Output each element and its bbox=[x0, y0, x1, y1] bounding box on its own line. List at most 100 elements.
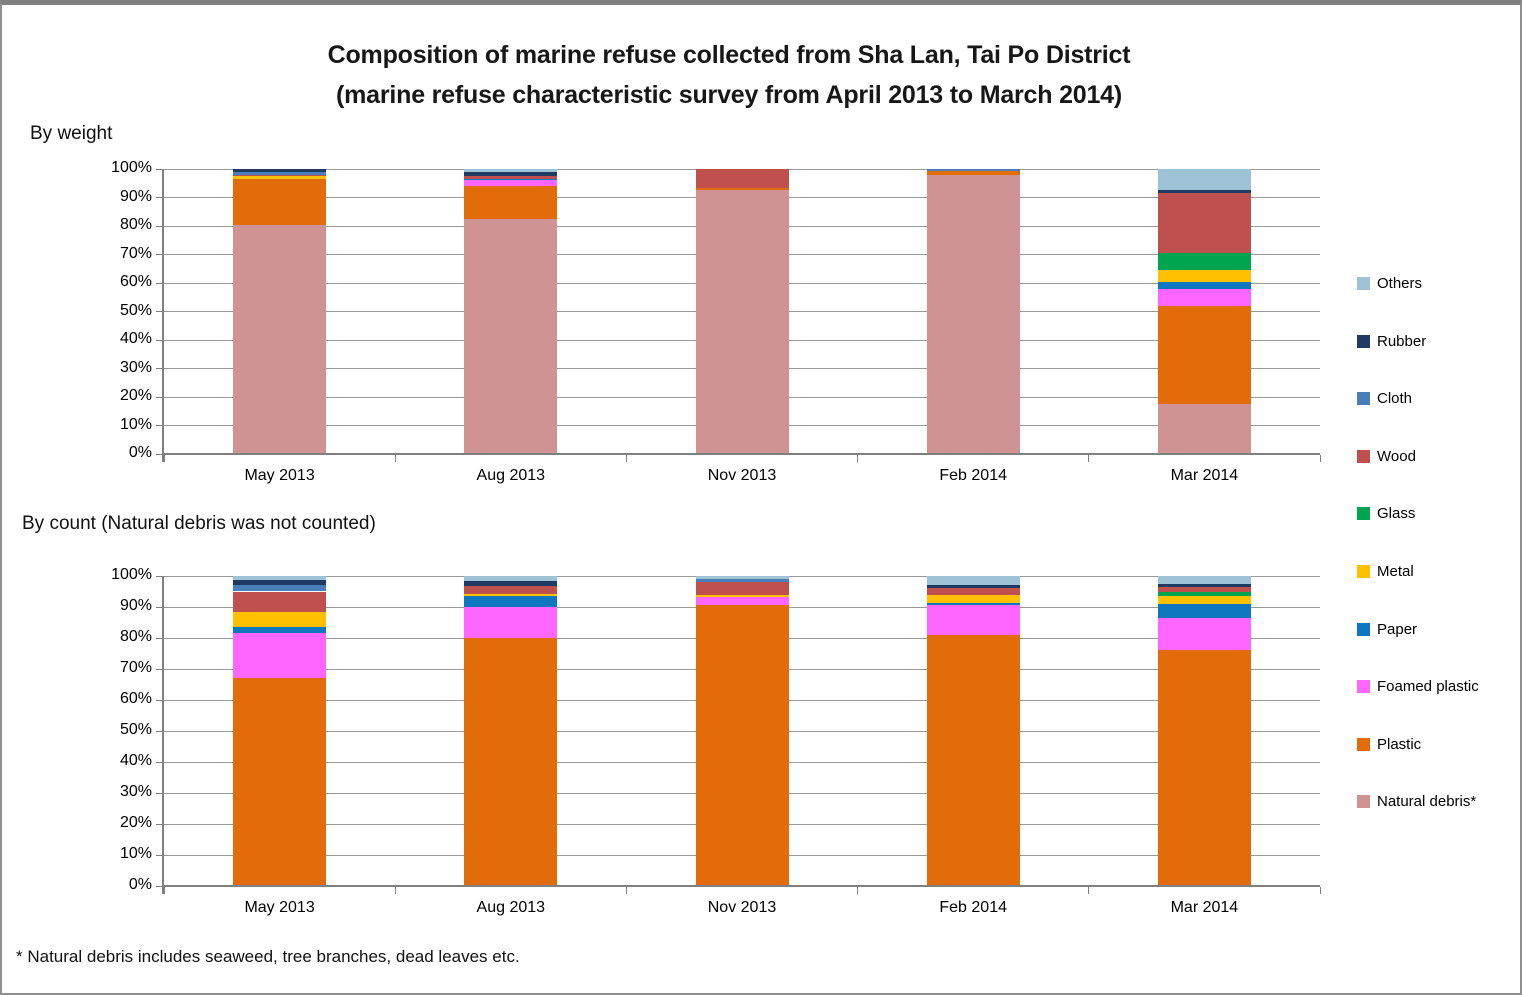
gridline bbox=[164, 854, 1320, 856]
gridline bbox=[164, 730, 1320, 732]
bar-plastic-nov-2013 bbox=[695, 187, 789, 191]
legend-item-others: Others bbox=[1357, 275, 1517, 292]
y-tick-label: 80% bbox=[119, 216, 152, 233]
bar-plastic-may-2013 bbox=[233, 678, 327, 886]
legend-label: Cloth bbox=[1377, 390, 1413, 408]
y-tick-label: 10% bbox=[119, 845, 152, 862]
legend-item-natural-debris: Natural debris* bbox=[1357, 793, 1517, 811]
gridline bbox=[164, 282, 1320, 284]
bar-foamed-plastic-feb-2014 bbox=[926, 605, 1020, 635]
bar-others-feb-2014 bbox=[926, 576, 1020, 586]
y-tick-label: 60% bbox=[119, 273, 152, 290]
gridline bbox=[164, 396, 1320, 398]
y-axis-tick bbox=[156, 282, 164, 284]
y-tick-label: 50% bbox=[119, 721, 152, 738]
bar-metal-feb-2014 bbox=[926, 594, 1020, 603]
y-axis-tick bbox=[156, 854, 164, 856]
y-tick-label: 90% bbox=[119, 597, 152, 614]
bar-wood-mar-2014 bbox=[1157, 586, 1251, 593]
bar-paper-mar-2014 bbox=[1157, 603, 1251, 619]
y-tick-label: 70% bbox=[119, 244, 152, 262]
bar-paper-aug-2013 bbox=[464, 178, 558, 181]
x-axis-tick bbox=[163, 887, 165, 894]
legend-label: Glass bbox=[1377, 505, 1416, 523]
bar-foamed-plastic-mar-2014 bbox=[1157, 288, 1251, 306]
bar-cloth-may-2013 bbox=[233, 171, 327, 175]
gridline bbox=[164, 823, 1320, 825]
bar-rubber-aug-2013 bbox=[464, 580, 558, 586]
x-axis-tick bbox=[1088, 455, 1090, 462]
bar-wood-may-2013 bbox=[233, 591, 327, 612]
bar-rubber-mar-2014 bbox=[1157, 190, 1251, 194]
legend-swatch-wood bbox=[1357, 449, 1370, 463]
y-axis-tick bbox=[156, 792, 164, 794]
bar-glass-mar-2014 bbox=[1157, 253, 1251, 271]
by-weight-label: By weight bbox=[30, 123, 113, 144]
legend-item-plastic: Plastic bbox=[1357, 736, 1517, 753]
gridline bbox=[164, 699, 1320, 701]
bar-natural-debris-mar-2014 bbox=[1157, 404, 1251, 454]
y-axis-tick bbox=[156, 225, 164, 227]
bar-metal-may-2013 bbox=[233, 611, 327, 628]
chart-title-line2: (marine refuse characteristic survey fro… bbox=[335, 81, 1123, 109]
y-tick-label: 100% bbox=[111, 159, 152, 176]
bar-paper-feb-2014 bbox=[926, 602, 1020, 606]
bar-plastic-mar-2014 bbox=[1157, 305, 1251, 405]
bar-metal-mar-2014 bbox=[1157, 595, 1251, 604]
bar-natural-debris-nov-2013 bbox=[695, 190, 789, 454]
by-weight-chart: 0% 10% 20% 30% 40% 50% 60% 70% 80% 90% 100% May 201… bbox=[2, 5, 1520, 993]
gridline bbox=[164, 254, 1320, 255]
bar-foamed-plastic-aug-2013 bbox=[464, 180, 558, 187]
y-tick-label: 30% bbox=[119, 358, 152, 376]
bar-rubber-may-2013 bbox=[233, 580, 327, 586]
x-axis-tick bbox=[1319, 455, 1321, 462]
legend-item-glass: Glass bbox=[1357, 505, 1517, 523]
bar-rubber-feb-2014 bbox=[926, 585, 1020, 589]
footnote: * Natural debris includes seaweed, tree … bbox=[16, 947, 520, 966]
bar-cloth-feb-2014 bbox=[926, 169, 1020, 172]
legend-swatch-glass bbox=[1357, 507, 1370, 521]
y-axis-line bbox=[162, 576, 164, 894]
y-axis-tick bbox=[156, 575, 164, 577]
x-category-label: Mar 2014 bbox=[1170, 899, 1239, 916]
y-tick-label: 0% bbox=[128, 876, 152, 893]
bar-paper-mar-2014 bbox=[1157, 281, 1251, 289]
y-axis-tick bbox=[156, 699, 164, 701]
bar-wood-aug-2013 bbox=[464, 585, 558, 594]
bar-plastic-aug-2013 bbox=[464, 638, 558, 886]
y-axis-tick bbox=[156, 311, 164, 312]
y-tick-label: 60% bbox=[119, 690, 152, 707]
bar-rubber-mar-2014 bbox=[1157, 583, 1251, 587]
by-count-label: By count (Natural debris was not counted… bbox=[22, 513, 376, 534]
bar-paper-may-2013 bbox=[233, 627, 327, 634]
legend-item-cloth: Cloth bbox=[1357, 390, 1517, 408]
bar-metal-mar-2014 bbox=[1157, 270, 1251, 282]
y-tick-label: 20% bbox=[119, 814, 152, 831]
y-axis-tick bbox=[156, 396, 164, 398]
x-axis-tick bbox=[1088, 887, 1090, 894]
y-axis-tick bbox=[156, 453, 164, 455]
legend-swatch-foamed-plastic bbox=[1357, 680, 1370, 694]
x-category-label: Feb 2014 bbox=[939, 899, 1007, 916]
x-axis-tick bbox=[857, 887, 859, 894]
x-axis-tick bbox=[857, 455, 859, 462]
x-axis-tick bbox=[1319, 887, 1321, 894]
x-category-label: May 2013 bbox=[244, 899, 315, 916]
bar-paper-aug-2013 bbox=[464, 596, 558, 607]
y-axis-tick bbox=[156, 885, 164, 887]
x-axis-line bbox=[162, 885, 1320, 887]
bar-foamed-plastic-mar-2014 bbox=[1157, 618, 1251, 651]
y-axis-line bbox=[162, 169, 164, 462]
bar-others-aug-2013 bbox=[464, 576, 558, 581]
legend-label: Natural debris* bbox=[1377, 793, 1477, 811]
bar-cloth-may-2013 bbox=[233, 585, 327, 592]
legend-item-paper: Paper bbox=[1357, 621, 1517, 638]
chart-title: Composition of marine refuse collected f… bbox=[2, 35, 1456, 115]
y-axis-tick bbox=[156, 668, 164, 670]
x-category-label: May 2013 bbox=[244, 467, 315, 484]
bar-natural-debris-aug-2013 bbox=[464, 218, 558, 454]
gridline bbox=[164, 792, 1320, 794]
legend-swatch-cloth bbox=[1357, 392, 1370, 406]
legend-swatch-metal bbox=[1357, 565, 1370, 578]
y-tick-label: 70% bbox=[119, 659, 152, 676]
